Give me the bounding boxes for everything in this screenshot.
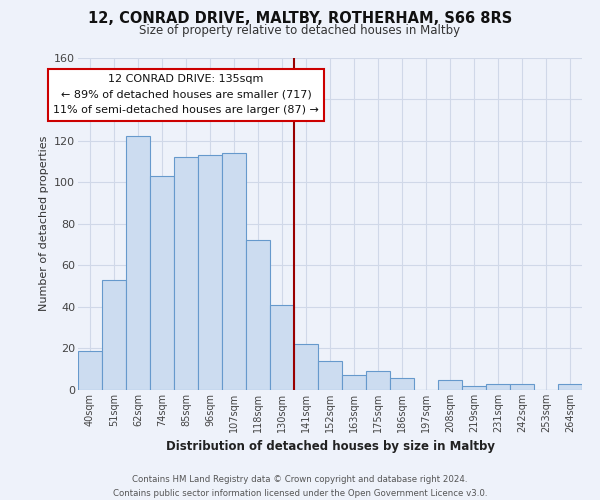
Text: Size of property relative to detached houses in Maltby: Size of property relative to detached ho… [139,24,461,37]
Text: 12 CONRAD DRIVE: 135sqm
← 89% of detached houses are smaller (717)
11% of semi-d: 12 CONRAD DRIVE: 135sqm ← 89% of detache… [53,74,319,116]
Bar [294,344,318,390]
Bar [126,136,150,390]
Bar [198,155,222,390]
Bar [318,361,342,390]
Bar [78,350,102,390]
Bar [510,384,534,390]
Text: 12, CONRAD DRIVE, MALTBY, ROTHERHAM, S66 8RS: 12, CONRAD DRIVE, MALTBY, ROTHERHAM, S66… [88,11,512,26]
Bar [222,153,246,390]
Bar [342,376,366,390]
Bar [366,372,390,390]
Bar [390,378,414,390]
Bar [102,280,126,390]
Bar [558,384,582,390]
Bar [270,305,294,390]
Bar [462,386,486,390]
Bar [174,157,198,390]
X-axis label: Distribution of detached houses by size in Maltby: Distribution of detached houses by size … [166,440,494,454]
Y-axis label: Number of detached properties: Number of detached properties [38,136,49,312]
Bar [438,380,462,390]
Bar [150,176,174,390]
Text: Contains HM Land Registry data © Crown copyright and database right 2024.
Contai: Contains HM Land Registry data © Crown c… [113,476,487,498]
Bar [246,240,270,390]
Bar [486,384,510,390]
